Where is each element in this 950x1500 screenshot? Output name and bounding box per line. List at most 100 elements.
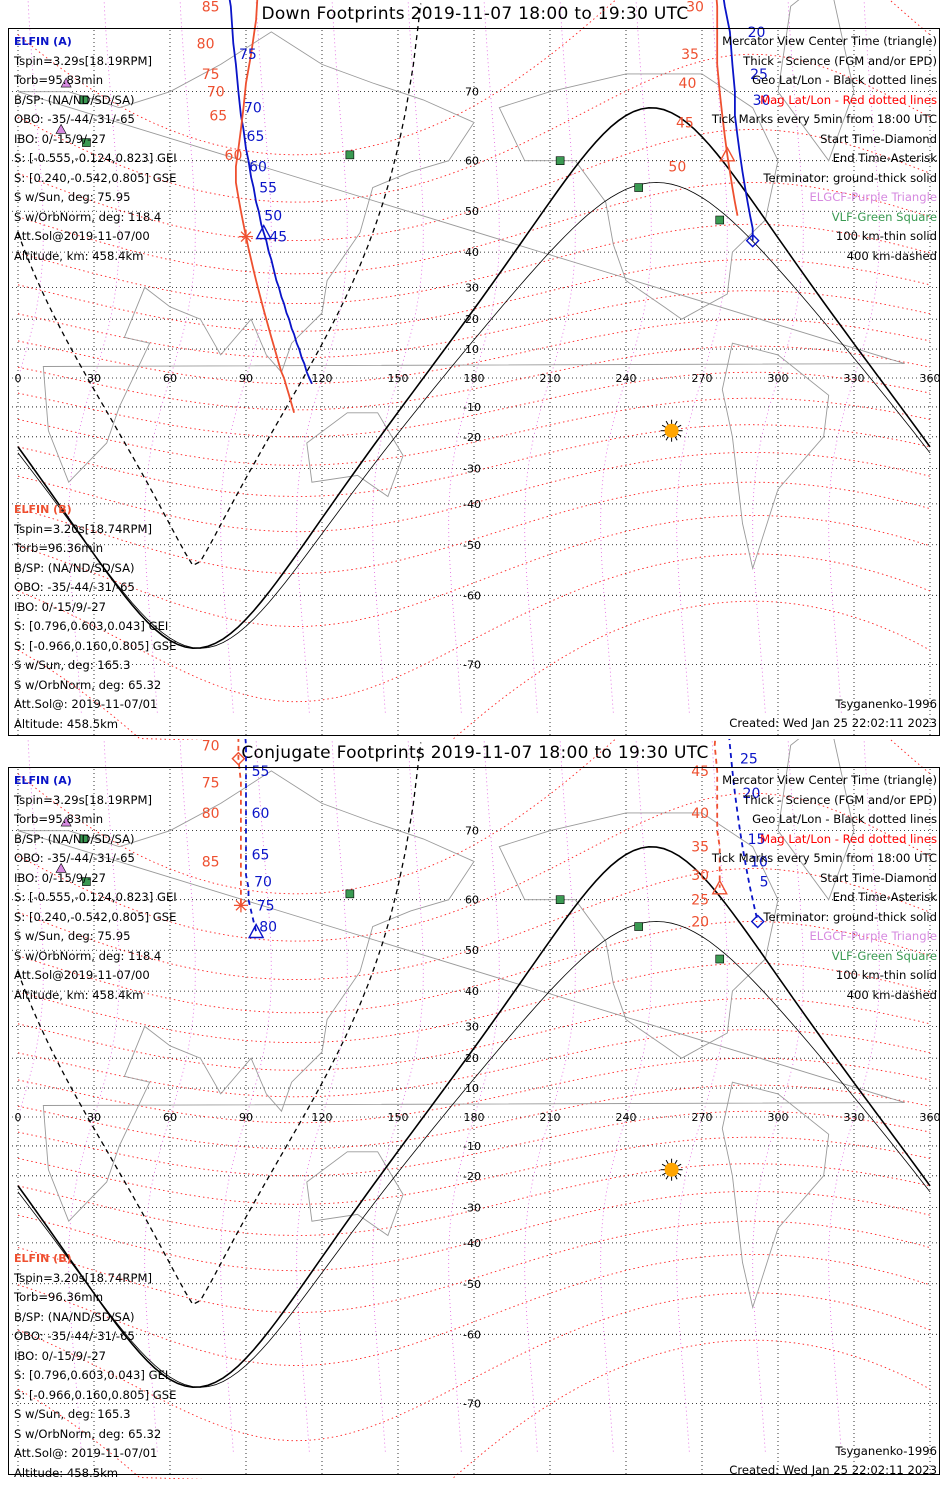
elfin-a-line: IBO: 0/-15/9/-27 (14, 870, 107, 885)
lon-tick-label: 90 (239, 1111, 253, 1124)
mag-lat-gridline (17, 129, 931, 242)
terminator-400km (17, 3, 422, 567)
legend-item: 100 km-thin solid (835, 229, 937, 243)
continent-outline (17, 31, 905, 484)
elfin-b-line: OBO: -35/-44/-31/-65 (14, 580, 135, 594)
legend-item: End Time-Asterisk (832, 890, 937, 904)
elfin-a-line: B/SP: (NA/ND/SD/SA) (14, 92, 135, 107)
elfin-a-line: OBO: -35/-44/-31/-65 (14, 112, 135, 126)
mag-lat-gridline (17, 1339, 931, 1479)
elfin-b-tick-label: 40 (679, 76, 697, 92)
lat-tick-label: -40 (463, 498, 481, 511)
elfin-a-tick-label: 15 (748, 832, 766, 848)
elfin-b-line: OBO: -35/-44/-31/-65 (14, 1329, 135, 1343)
lat-tick-label: 70 (465, 825, 479, 838)
legend-item: Terminator: ground-thick solid (763, 909, 937, 924)
elfin-b-tick-label: 65 (209, 108, 227, 124)
elfin-b-tick-label: 80 (202, 806, 220, 822)
lat-tick-label: 70 (465, 86, 479, 99)
mag-lon-gridline (144, 0, 196, 713)
legend-item: Terminator: ground-thick solid (763, 170, 937, 185)
elfin-a-line: Altitude, km: 458.4km (14, 248, 144, 263)
elfin-b-tick-label: 30 (686, 0, 704, 15)
legend-item: Start Time-Diamond (820, 870, 937, 885)
elfin-a-track (228, 0, 313, 385)
down-footprints-panel: Down Footprints 2019-11-07 18:00 to 19:3… (0, 0, 950, 740)
conjugate-footprints-panel: Conjugate Footprints 2019-11-07 18:00 to… (0, 739, 950, 1480)
elfin-a-start-diamond-icon (745, 233, 760, 248)
elfin-b-tick-label: 75 (202, 775, 220, 791)
legend-item: End Time-Asterisk (832, 151, 937, 165)
lon-tick-label: 240 (616, 372, 637, 385)
elfin-a-tick-label: 70 (254, 875, 272, 891)
elfin-b-line: Att.Sol@: 2019-11-07/01 (14, 697, 158, 711)
elfin-a-line: Torb=95.83min (14, 812, 104, 826)
lon-tick-label: 180 (464, 1111, 485, 1124)
mag-lat-gridline (17, 962, 931, 1044)
elfin-a-tick-label: 70 (244, 101, 262, 117)
elfin-a-tick-label: 45 (269, 230, 287, 246)
mag-lon-gridline (600, 0, 652, 713)
mag-lat-gridline (17, 481, 931, 574)
legend-item: Tick Marks every 5min from 18:00 UTC (711, 851, 937, 865)
mag-lat-gridline (17, 290, 931, 359)
continent-outline (498, 812, 779, 1059)
elfin-b-tick-label: 85 (202, 0, 220, 15)
mag-lat-gridline (17, 0, 931, 156)
elfin-b-line: S w/Sun, deg: 165.3 (14, 658, 131, 672)
sun-icon (664, 423, 679, 438)
elfin-b-line: IBO: 0/-15/9/-27 (14, 599, 107, 614)
elfin-a-line: S w/OrbNorm, deg: 118.4 (14, 209, 162, 224)
lon-tick-label: 180 (464, 372, 485, 385)
elfin-a-tick-label: 75 (257, 898, 275, 914)
elfin-b-line: Torb=96.36min (14, 541, 104, 555)
lat-tick-label: 50 (465, 205, 479, 218)
mag-lon-gridline (524, 0, 576, 713)
elfin-b-start-diamond-icon (231, 751, 246, 766)
lon-tick-label: 270 (692, 372, 713, 385)
elfin-b-line: Tspin=3.20s[18.74RPM] (14, 521, 152, 536)
mag-lon-gridline (18, 0, 44, 376)
elfin-b-line: S: [0.796,0.603,0.043] GEI (14, 619, 169, 633)
elfin-b-track (715, 0, 739, 216)
elfin-b-end-asterisk-icon (235, 899, 247, 911)
elfin-a-line: S: [0.240,-0.542,0.805] GSE (14, 170, 177, 185)
elfin-a-tick-label: 60 (249, 159, 267, 175)
terminator-400km (17, 742, 422, 1306)
legend-item: ELGCF-Purple Triangle (809, 929, 937, 943)
continent-outline (306, 412, 404, 498)
elfin-b-end-asterisk-icon (240, 231, 252, 243)
legend-item: Geo Lat/Lon - Black dotted lines (752, 812, 937, 826)
lon-tick-label: 30 (87, 372, 101, 385)
elfin-a-tick-label: 80 (259, 920, 277, 936)
elfin-b-tick-label: 75 (202, 67, 220, 83)
mag-lon-gridline (448, 0, 500, 713)
lon-tick-label: 330 (844, 1111, 865, 1124)
elfin-b-line: B/SP: (NA/ND/SD/SA) (14, 560, 135, 575)
legend-item: Tick Marks every 5min from 18:00 UTC (711, 112, 937, 126)
continent-outline (721, 1081, 830, 1310)
mag-lon-gridline (220, 0, 272, 713)
elgcf-station-icon (55, 123, 67, 134)
mag-lon-gridline (676, 739, 728, 1452)
lat-tick-label: 60 (465, 155, 479, 168)
elfin-b-tick-label: 80 (197, 36, 215, 52)
elfin-b-tick-label: 25 (691, 893, 709, 909)
elfin-a-line: Torb=95.83min (14, 73, 104, 87)
elfin-b-tick-label: 40 (691, 806, 709, 822)
mag-lon-gridline (68, 739, 120, 1452)
elfin-b-line: S: [0.796,0.603,0.043] GEI (14, 1368, 169, 1382)
mag-lon-gridline (144, 739, 196, 1452)
lon-tick-label: 150 (388, 372, 409, 385)
mag-lat-gridline (17, 397, 931, 466)
elfin-a-line: S w/Sun, deg: 75.95 (14, 190, 131, 204)
mag-lat-gridline (17, 182, 931, 275)
lat-tick-label: -70 (463, 658, 481, 671)
elfin-b-tick-label: 60 (225, 148, 243, 164)
mag-lat-gridline (17, 1190, 931, 1272)
lat-tick-label: 50 (465, 944, 479, 957)
terminator-ground (17, 845, 931, 1389)
lon-tick-label: 270 (692, 1111, 713, 1124)
elfin-b-track (713, 739, 721, 888)
elfin-b-tick-label: 30 (691, 868, 709, 884)
